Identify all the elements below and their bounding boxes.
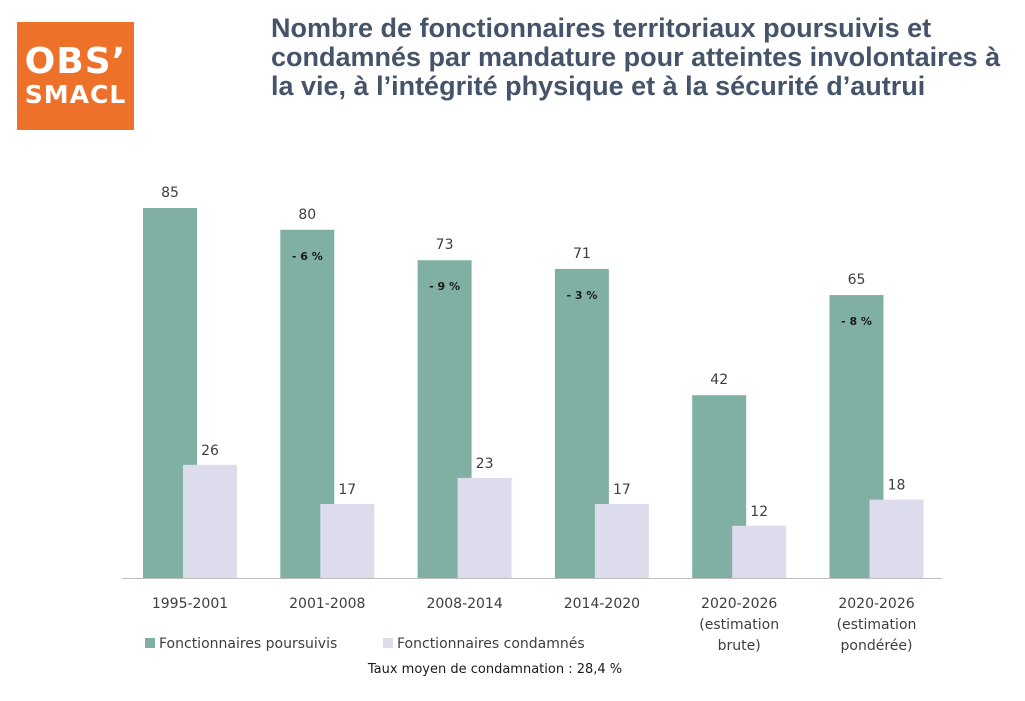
legend-swatch-condamnes bbox=[383, 638, 393, 648]
obs-smacl-logo: OBS’ SMACL bbox=[17, 22, 134, 130]
x-tick-label: 2014-2020 bbox=[564, 596, 640, 612]
data-label-poursuivis: 42 bbox=[710, 372, 728, 388]
x-tick-label: (estimation bbox=[837, 617, 917, 633]
bar-condamnes bbox=[183, 464, 237, 578]
data-label-poursuivis: 65 bbox=[848, 272, 866, 288]
data-label-condamnes: 18 bbox=[888, 478, 906, 494]
chart-title: Nombre de fonctionnaires territoriaux po… bbox=[271, 13, 1001, 101]
x-tick-label: (estimation bbox=[699, 617, 779, 633]
x-tick-label: 1995-2001 bbox=[152, 596, 228, 612]
data-label-poursuivis: 85 bbox=[161, 185, 179, 201]
legend-swatch-poursuivis bbox=[145, 638, 155, 648]
logo-line-2: SMACL bbox=[24, 80, 127, 109]
x-tick-label: brute) bbox=[718, 638, 761, 654]
variation-label: - 9 % bbox=[429, 280, 460, 293]
data-label-condamnes: 26 bbox=[201, 443, 219, 459]
data-label-poursuivis: 73 bbox=[436, 237, 454, 253]
bar-condamnes bbox=[869, 499, 924, 578]
data-label-condamnes: 17 bbox=[338, 482, 356, 498]
x-tick-label: 2001-2008 bbox=[289, 596, 365, 612]
legend-label-poursuivis: Fonctionnaires poursuivis bbox=[159, 636, 337, 652]
x-tick-label: 2020-2026 bbox=[838, 596, 914, 612]
x-tick-label: 2020-2026 bbox=[701, 596, 777, 612]
data-label-condamnes: 12 bbox=[750, 504, 768, 520]
bar-condamnes bbox=[732, 525, 787, 578]
data-label-poursuivis: 71 bbox=[573, 246, 591, 262]
x-tick-label: pondérée) bbox=[841, 638, 913, 654]
x-tick-label: 2008-2014 bbox=[426, 596, 502, 612]
variation-label: - 8 % bbox=[841, 315, 872, 328]
logo-line-1: OBS’ bbox=[24, 41, 127, 82]
legend-label-condamnes: Fonctionnaires condamnés bbox=[397, 636, 585, 652]
data-label-poursuivis: 80 bbox=[298, 207, 316, 223]
data-label-condamnes: 23 bbox=[476, 456, 494, 472]
bar-condamnes bbox=[320, 504, 375, 578]
variation-label: - 3 % bbox=[566, 289, 597, 302]
data-label-condamnes: 17 bbox=[613, 482, 631, 498]
bar-condamnes bbox=[594, 504, 649, 578]
bar-chart: 85 26 1995-2001 80 17 - 6 % 2001-2008 73 23 - 9 %… bbox=[122, 185, 942, 654]
footnote: Taux moyen de condamnation : 28,4 % bbox=[367, 662, 623, 677]
bar-condamnes bbox=[457, 477, 512, 578]
variation-label: - 6 % bbox=[292, 250, 323, 263]
